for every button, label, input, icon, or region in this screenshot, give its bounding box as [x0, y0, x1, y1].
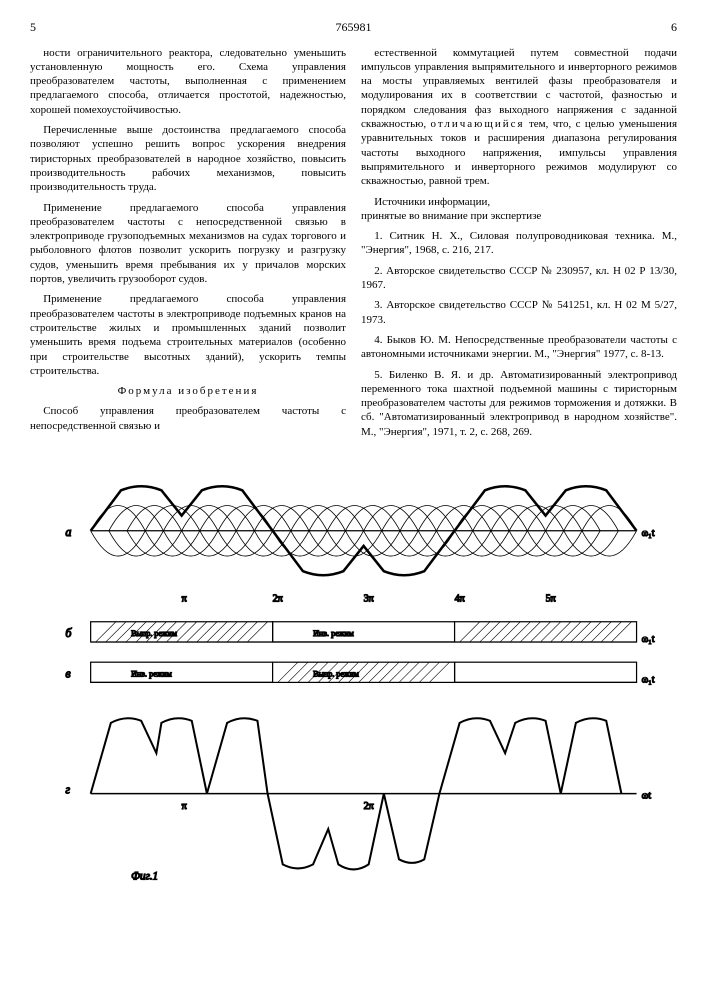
- svg-text:ωt: ωt: [642, 791, 652, 802]
- svg-text:ω₁t: ω₁t: [642, 674, 655, 685]
- svg-text:2π: 2π: [364, 801, 374, 812]
- label-g: г: [65, 783, 70, 797]
- source-item: 1. Ситник Н. Х., Силовая полупроводников…: [361, 229, 677, 258]
- svg-text:ω₁t: ω₁t: [642, 634, 655, 645]
- svg-text:Инв. режим: Инв. режим: [313, 629, 354, 638]
- label-v: в: [65, 666, 71, 680]
- formula-heading: Формула изобретения: [30, 384, 346, 398]
- para: ности ограничительного реактора, следова…: [30, 46, 346, 117]
- para: Способ управления преобразователем часто…: [30, 404, 346, 433]
- sources-title: Источники информации,: [361, 195, 677, 209]
- svg-text:5π: 5π: [546, 594, 556, 605]
- label-b: б: [65, 626, 72, 640]
- svg-text:π: π: [182, 594, 187, 605]
- para: Применение предлагаемого способа управле…: [30, 201, 346, 287]
- svg-text:Выпр. режим: Выпр. режим: [313, 669, 359, 678]
- column-left: ности ограничительного реактора, следова…: [30, 46, 346, 445]
- para: естественной коммутацией путем совместно…: [361, 46, 677, 189]
- source-item: 2. Авторское свидетельство СССР № 230957…: [361, 264, 677, 293]
- para: Перечисленные выше достоинства предлагае…: [30, 123, 346, 194]
- sources-sub: принятые во внимание при экспертизе: [361, 209, 677, 223]
- source-item: 4. Быков Ю. М. Непосредственные преобраз…: [361, 333, 677, 362]
- page-num-right: 6: [671, 20, 677, 36]
- para: Применение предлагаемого способа управле…: [30, 292, 346, 378]
- svg-text:ω₁t: ω₁t: [642, 528, 655, 539]
- svg-text:Инв. режим: Инв. режим: [131, 669, 172, 678]
- source-item: 3. Авторское свидетельство СССР № 541251…: [361, 298, 677, 327]
- svg-text:4π: 4π: [455, 594, 465, 605]
- svg-text:3π: 3π: [364, 594, 374, 605]
- label-a: а: [65, 525, 71, 539]
- figure-1: а π 2π 3π 4π 5π ω₁t б Выпр. режим Инв: [30, 460, 677, 885]
- svg-text:Выпр. режим: Выпр. режим: [131, 629, 177, 638]
- patent-number: 765981: [36, 20, 671, 36]
- figure-label: Фиг.1: [131, 871, 158, 883]
- column-right: естественной коммутацией путем совместно…: [361, 46, 677, 445]
- source-item: 5. Биленко В. Я. и др. Автоматизированны…: [361, 368, 677, 439]
- svg-text:π: π: [182, 801, 187, 812]
- svg-text:2π: 2π: [273, 594, 283, 605]
